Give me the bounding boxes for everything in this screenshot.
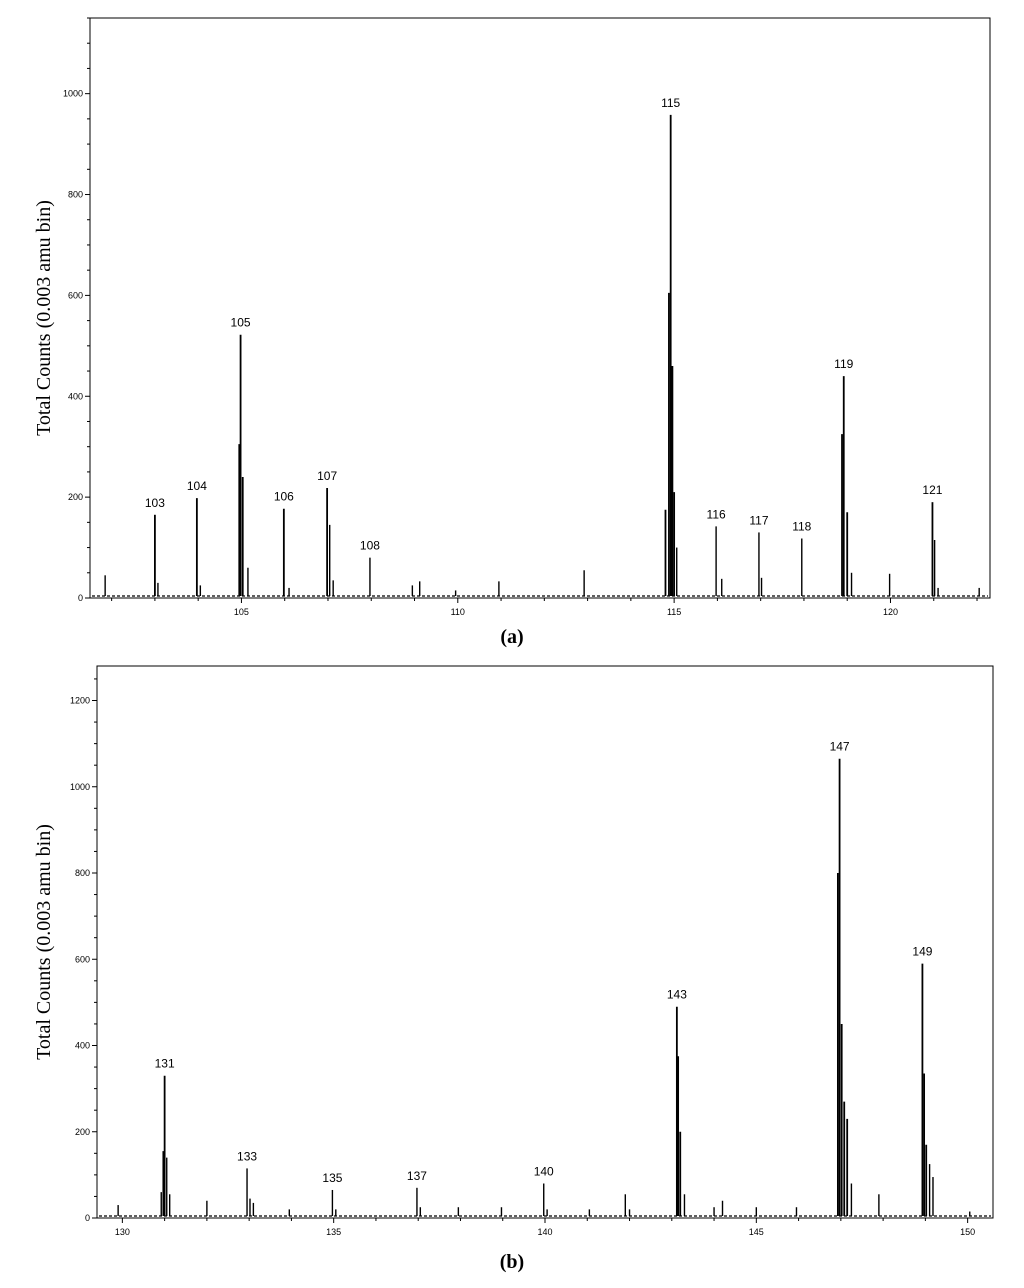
x-tick-label: 110 (451, 607, 465, 617)
peak-label-137: 137 (407, 1169, 427, 1183)
peak-label-135: 135 (322, 1171, 342, 1185)
y-tick-label: 1000 (70, 782, 90, 792)
peak-label-106: 106 (274, 490, 294, 504)
x-tick-label: 135 (326, 1227, 341, 1237)
x-tick-label: 150 (960, 1227, 975, 1237)
y-tick-label: 0 (85, 1213, 90, 1223)
peak-label-149: 149 (912, 945, 932, 959)
y-tick-label: 800 (68, 190, 83, 200)
y-tick-label: 1000 (63, 89, 83, 99)
peak-label-116: 116 (707, 507, 726, 521)
plot-frame (89, 17, 991, 599)
peak-label-140: 140 (534, 1165, 554, 1179)
chart-panel-a: 0 200 400 600 800 1000 105 110 115 120 103 104 105 10… (33, 17, 991, 648)
peak-label-104: 104 (187, 479, 207, 493)
peak-label-147: 147 (830, 740, 850, 754)
x-tick-label: 140 (537, 1227, 552, 1237)
x-tick-label: 120 (883, 607, 898, 617)
y-tick-label: 400 (75, 1041, 90, 1051)
y-tick-label: 0 (78, 593, 83, 603)
y-tick-label: 600 (68, 290, 83, 300)
peak-label-107: 107 (317, 469, 337, 483)
y-tick-label: 1200 (70, 696, 90, 706)
y-tick-label: 400 (68, 391, 83, 401)
peak-label-118: 118 (792, 519, 811, 533)
peak-label-117: 117 (749, 513, 768, 527)
x-tick-label: 105 (234, 607, 249, 617)
panel-caption: (a) (500, 626, 523, 648)
x-tick-label: 145 (749, 1227, 764, 1237)
peak-label-115: 115 (661, 96, 680, 110)
peak-label-143: 143 (667, 988, 687, 1002)
y-tick-label: 800 (75, 868, 90, 878)
peak-label-121: 121 (922, 483, 942, 497)
y-tick-label: 600 (75, 954, 90, 964)
y-axis-label: Total Counts (0.003 amu bin) (33, 200, 55, 436)
peak-label-105: 105 (231, 316, 251, 330)
x-tick-label: 130 (115, 1227, 130, 1237)
peak-label-103: 103 (145, 496, 165, 510)
y-tick-label: 200 (75, 1127, 90, 1137)
peak-label-131: 131 (155, 1057, 175, 1071)
peak-label-108: 108 (360, 539, 380, 553)
y-axis-label: Total Counts (0.003 amu bin) (33, 824, 55, 1060)
x-tick-label: 115 (667, 607, 681, 617)
plot-frame (96, 665, 994, 1219)
panel-caption: (b) (500, 1251, 524, 1273)
peak-label-133: 133 (237, 1149, 257, 1163)
y-tick-label: 200 (68, 492, 83, 502)
peak-label-119: 119 (834, 357, 853, 371)
chart-panel-b: 0 200 400 600 800 1000 1200 130 135 140 145 150 131 1… (33, 665, 994, 1273)
